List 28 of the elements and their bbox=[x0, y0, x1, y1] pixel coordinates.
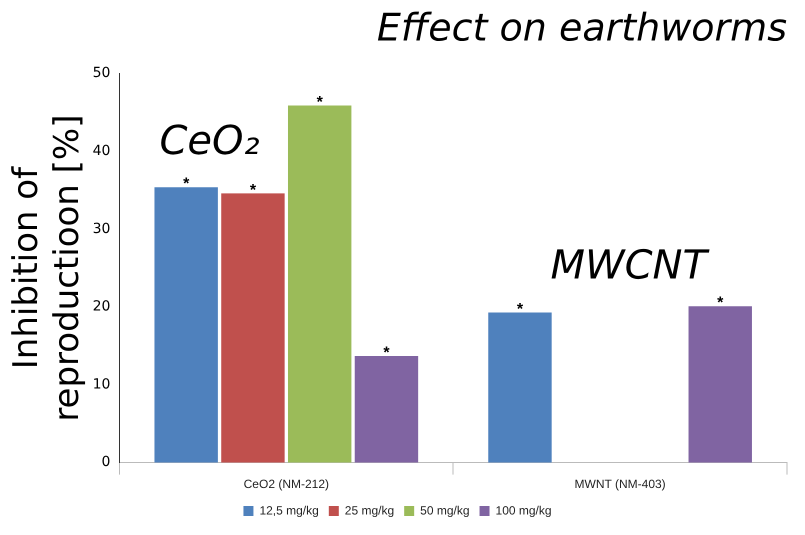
data-label: * bbox=[516, 300, 524, 318]
y-tick-label: 40 bbox=[92, 143, 110, 160]
data-label: * bbox=[717, 294, 724, 312]
bar bbox=[688, 306, 752, 463]
bar bbox=[221, 193, 285, 463]
data-label: * bbox=[383, 344, 390, 362]
y-tick-label: 50 bbox=[92, 65, 110, 82]
data-label: * bbox=[316, 94, 324, 111]
bar bbox=[288, 106, 352, 463]
legend-label: 50 mg/kg bbox=[420, 503, 470, 518]
chart-title: Effect on earthworms bbox=[376, 6, 787, 50]
legend-label: 12,5 mg/kg bbox=[259, 503, 319, 518]
bar bbox=[488, 312, 552, 463]
annotation: CeO₂ bbox=[159, 118, 260, 164]
bar bbox=[154, 187, 218, 463]
x-tick-label: CeO2 (NM-212) bbox=[244, 477, 329, 492]
y-tick-label: 0 bbox=[101, 454, 110, 470]
x-tick-label: MWNT (NM-403) bbox=[574, 477, 666, 492]
y-axis-title: Inhibition of reproductioon [%] bbox=[6, 114, 88, 422]
y-tick-label: 10 bbox=[92, 376, 110, 392]
y-tick-label: 30 bbox=[92, 220, 110, 237]
legend-label: 25 mg/kg bbox=[344, 503, 394, 518]
data-label: * bbox=[250, 182, 257, 199]
bar bbox=[354, 356, 418, 463]
annotation: MWCNT bbox=[550, 242, 710, 288]
y-tick-label: 20 bbox=[92, 298, 110, 315]
legend-label: 100 mg/kg bbox=[496, 503, 552, 518]
data-label: * bbox=[183, 176, 190, 193]
